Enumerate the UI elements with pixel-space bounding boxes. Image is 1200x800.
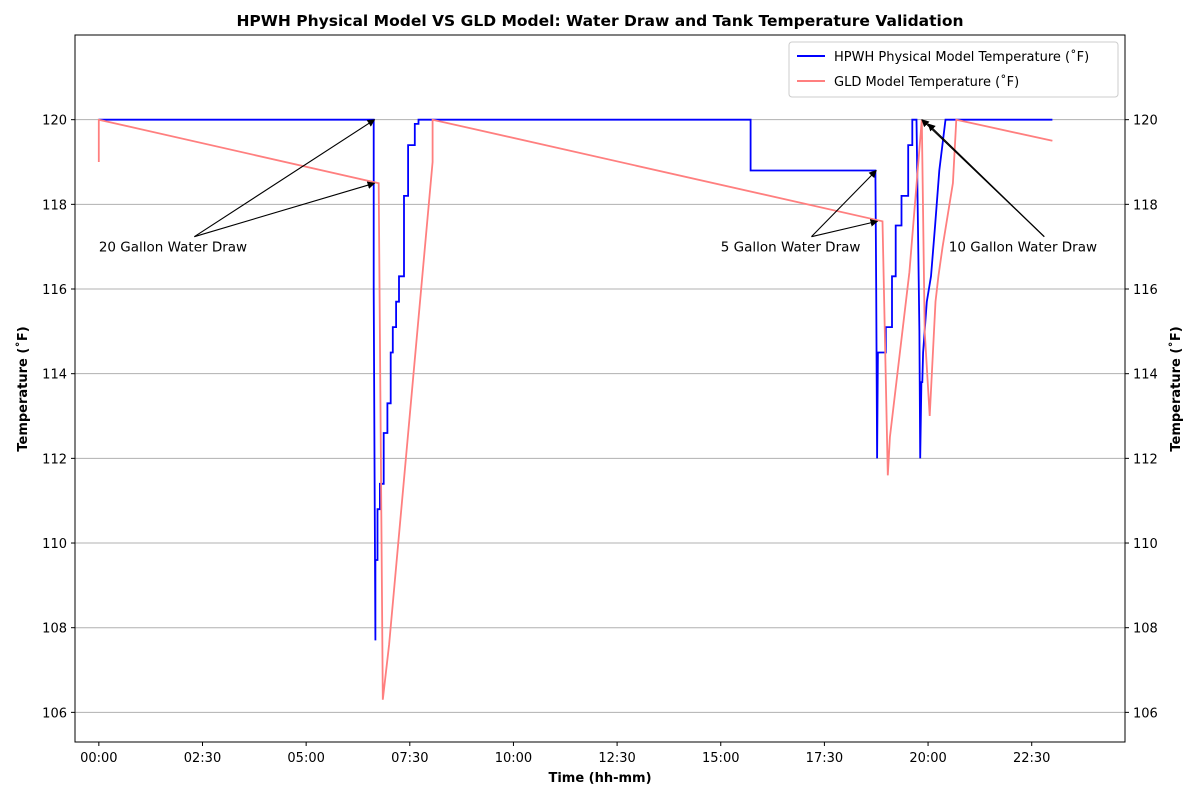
legend-label-gld: GLD Model Temperature (˚F)	[834, 74, 1019, 90]
y-axis-label-left: Temperature (˚F)	[15, 326, 31, 451]
x-tick-label: 07:30	[391, 751, 428, 766]
annotation-label-1: 5 Gallon Water Draw	[721, 240, 861, 256]
annotation-arrow-0-0	[194, 119, 376, 238]
y-tick-label-right: 114	[1133, 368, 1158, 383]
x-tick-label: 02:30	[184, 751, 221, 766]
annotations: 20 Gallon Water Draw 5 Gallon Water Draw 1…	[99, 119, 1097, 256]
annotation-arrow-1-1	[811, 219, 879, 238]
x-axis-label: Time (hh-mm)	[548, 771, 651, 786]
y-tick-label-left: 112	[42, 452, 67, 467]
y-tick-label-right: 110	[1133, 537, 1158, 552]
y-tick-label-right: 120	[1133, 114, 1158, 129]
x-tick-label: 00:00	[80, 751, 117, 766]
y-tick-label-left: 106	[42, 706, 67, 721]
chart-title: HPWH Physical Model VS GLD Model: Water …	[236, 12, 963, 30]
annotation-arrow-0-1	[194, 181, 376, 238]
plot-frame	[74, 34, 1126, 743]
y-axis-right-ticks: 106 108 110 112 114 116 118 120	[1125, 114, 1158, 721]
x-tick-label: 22:30	[1013, 751, 1050, 766]
x-tick-label: 17:30	[806, 751, 843, 766]
y-tick-label-right: 106	[1133, 706, 1158, 721]
y-tick-label-left: 116	[42, 283, 67, 298]
y-tick-label-left: 114	[42, 368, 67, 383]
y-tick-label-left: 108	[42, 622, 67, 637]
legend-label-hpwh: HPWH Physical Model Temperature (˚F)	[834, 49, 1089, 65]
y-tick-label-left: 110	[42, 537, 67, 552]
y-tick-label-right: 108	[1133, 622, 1158, 637]
x-tick-label: 10:00	[495, 751, 532, 766]
annotation-label-2: 10 Gallon Water Draw	[949, 240, 1097, 256]
gridlines	[75, 119, 1125, 713]
annotation-label-0: 20 Gallon Water Draw	[99, 240, 247, 256]
x-axis-ticks: 00:00 02:30 05:00 07:30 10:00 12:30 15:00 17:30…	[80, 742, 1050, 766]
y-tick-label-right: 118	[1133, 198, 1158, 213]
y-tick-label-left: 118	[42, 198, 67, 213]
series-line-hpwh	[98, 118, 1053, 641]
annotation-arrow-1-0	[811, 169, 877, 238]
series-line-gld	[97, 118, 1053, 700]
annotation-arrow-2-1	[927, 123, 1045, 238]
legend: HPWH Physical Model Temperature (˚F) GLD…	[788, 41, 1119, 98]
y-tick-label-left: 120	[42, 114, 67, 129]
y-tick-label-right: 116	[1133, 283, 1158, 298]
y-axis-left-ticks: 106 108 110 112 114 116 118 120	[42, 114, 75, 721]
legend-box	[788, 41, 1119, 98]
y-axis-label-right: Temperature (˚F)	[1168, 326, 1184, 451]
y-tick-label-right: 112	[1133, 452, 1158, 467]
x-tick-label: 15:00	[702, 751, 739, 766]
x-tick-label: 05:00	[287, 751, 324, 766]
series-layer	[97, 118, 1053, 700]
x-tick-label: 20:00	[909, 751, 946, 766]
x-tick-label: 12:30	[598, 751, 635, 766]
